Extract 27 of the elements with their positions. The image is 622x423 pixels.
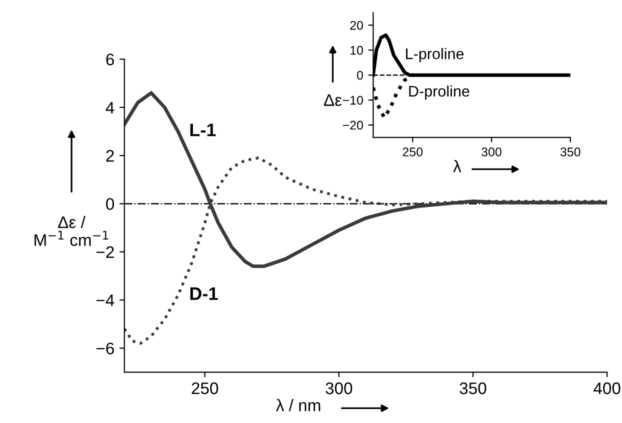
x-tick-label: 300 (326, 382, 352, 394)
x-tick-label: 350 (560, 148, 580, 156)
x-tick-label: 300 (482, 148, 502, 156)
y-tick-label: 6 (106, 54, 114, 66)
y-tick-label: 0 (106, 198, 114, 210)
x-tick-label: 250 (402, 148, 423, 156)
y-tick-label: 0 (357, 70, 363, 80)
y-axis-title: Δε / M$^{−1}$ cm$^{−1}$ (34, 216, 108, 246)
x-axis-title: λ / nm (276, 399, 320, 412)
y-axis-title: Δε (324, 94, 342, 106)
y-tick-label: −2 (96, 246, 114, 258)
series-label: D-1 (190, 287, 218, 300)
y-tick-label: 10 (350, 46, 363, 55)
series-label: L-1 (190, 124, 216, 136)
y-tick-label: −20 (342, 120, 363, 130)
y-tick-label: 2 (106, 150, 114, 162)
y-tick-label: 20 (350, 20, 363, 30)
y-tick-label: 4 (106, 102, 114, 114)
y-tick-label: −6 (96, 342, 114, 354)
y-tick-label: −4 (96, 294, 114, 306)
x-tick-label: 400 (594, 382, 620, 394)
series-label: L-proline (406, 48, 464, 62)
x-tick-label: 350 (460, 382, 486, 394)
y-tick-label: −10 (342, 96, 363, 105)
x-tick-label: 250 (192, 382, 218, 394)
x-axis-title: λ (453, 160, 462, 172)
series-label: D-proline (409, 85, 470, 100)
